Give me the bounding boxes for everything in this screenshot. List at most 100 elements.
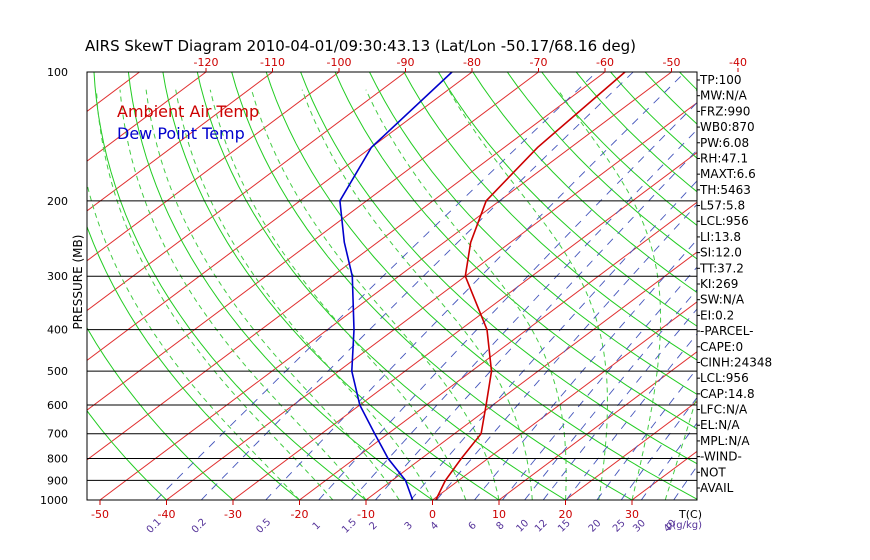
moist-adiabat-line: [365, 89, 567, 500]
moist-adiabat-line: [87, 182, 300, 500]
y-tick-label: 200: [47, 195, 68, 208]
mixing-ratio-line: [318, 102, 697, 500]
index-label: FRZ:990: [700, 104, 750, 118]
index-label: EL:N/A: [700, 418, 740, 432]
mixing-ratio-label: 10: [514, 518, 531, 535]
chart-title: AIRS SkewT Diagram 2010-04-01/09:30:43.1…: [85, 37, 636, 55]
x-tick-label: 0: [429, 508, 436, 521]
index-label: WB0:870: [700, 120, 755, 134]
x-tick-label: -30: [224, 508, 242, 521]
index-label: L57:5.8: [700, 199, 745, 213]
dry-adiabat-line: [852, 72, 870, 500]
isotherm-line: [87, 72, 207, 162]
dry-adiabat-line: [87, 225, 300, 500]
moist-adiabat-line: [557, 89, 662, 500]
legend: Ambient Air Temp Dew Point Temp: [117, 102, 259, 143]
mixing-ratio-line: [524, 288, 697, 500]
dry-adiabat-line: [265, 72, 697, 500]
index-label: LI:13.8: [700, 230, 741, 244]
isotherm-line: [365, 251, 697, 500]
legend-ambient-air-temp: Ambient Air Temp: [117, 102, 259, 121]
mixing-ratio-line: [375, 149, 697, 500]
y-tick-label: 1000: [40, 494, 68, 507]
isotherm-line: [87, 72, 406, 312]
mixing-ratio-line: [265, 72, 686, 500]
mixing-ratio-label: 1: [311, 520, 323, 532]
dry-adiabat-line: [300, 72, 697, 465]
index-label: -WIND-: [700, 450, 742, 464]
dry-adiabat-line: [610, 72, 697, 159]
isotherm-line: [87, 72, 539, 411]
isotherm-line: [232, 151, 697, 500]
isotherm-line: [765, 72, 870, 500]
isotherm-line: [832, 72, 870, 500]
dry-adiabat-line: [403, 72, 697, 361]
dry-adiabat-line: [472, 72, 697, 294]
mixing-ratio-unit: g(g/kg): [666, 520, 702, 531]
isotherm-line: [565, 400, 697, 500]
x-tick-label: 30: [625, 508, 639, 521]
index-label: CAP:14.8: [700, 387, 755, 401]
dry-adiabat-line: [87, 409, 167, 500]
x-tick-label: 10: [492, 508, 506, 521]
mixing-ratio-line: [640, 422, 697, 500]
y-axis-label: PRESSURE (MB): [71, 235, 85, 330]
mixing-ratio-label: 6: [467, 520, 479, 532]
y-tick-label: 600: [47, 399, 68, 412]
index-label: TH:5463: [699, 183, 751, 197]
x-top-tick-label: -110: [260, 56, 285, 69]
x-top-tick-label: -80: [463, 56, 481, 69]
mixing-ratio-line: [350, 129, 697, 500]
x-top-tick-label: -60: [596, 56, 614, 69]
index-label: NOT: [700, 465, 726, 479]
isotherm-line: [87, 72, 606, 461]
isotherm-line: [432, 301, 697, 500]
dry-adiabat-line: [162, 72, 500, 500]
moist-adiabat-line: [95, 89, 334, 500]
y-tick-label: 800: [47, 453, 68, 466]
x-tick-label: -20: [291, 508, 309, 521]
moist-adiabat-line: [209, 89, 467, 500]
dry-adiabat-line: [369, 72, 697, 395]
dry-adiabat-line: [748, 72, 870, 500]
moist-adiabat-line: [145, 89, 400, 500]
x-top-tick-label: -70: [530, 56, 548, 69]
x-top-tick-label: -40: [729, 56, 747, 69]
dry-adiabat-line: [93, 72, 367, 500]
isotherm-line: [87, 72, 273, 212]
isotherm-line: [498, 351, 697, 500]
dry-adiabat-line: [437, 72, 697, 327]
mixing-ratio-line: [620, 396, 697, 500]
dry-adiabat-line: [817, 72, 870, 500]
index-label: TT:37.2: [699, 261, 744, 275]
index-label: LFC:N/A: [700, 403, 748, 417]
index-label: LCL:956: [700, 214, 749, 228]
moist-adiabat-line: [175, 89, 433, 500]
mixing-ratio-label: 0.2: [190, 517, 209, 536]
plot-frame: [86, 71, 698, 501]
index-label: MPL:N/A: [700, 434, 750, 448]
mixing-ratio-label: 4: [429, 520, 441, 532]
x-top-tick-label: -120: [194, 56, 219, 69]
isotherm-line: [299, 201, 697, 500]
dry-adiabat-line: [506, 72, 697, 260]
index-label: AVAIL: [700, 481, 734, 495]
mixing-ratio-line: [200, 72, 634, 500]
y-tick-label: 900: [47, 474, 68, 487]
isotherm-line: [99, 72, 672, 500]
index-label: MW:N/A: [700, 89, 748, 103]
y-tick-label: 300: [47, 270, 68, 283]
mixing-ratio-line: [436, 203, 697, 500]
mixing-ratio-line: [673, 465, 697, 500]
index-label: LCL:956: [700, 371, 749, 385]
dry-adiabat-line: [575, 72, 697, 193]
index-label: -PARCEL-: [700, 324, 754, 338]
isotherm-line: [631, 450, 697, 500]
mixing-ratio-line: [596, 367, 697, 500]
isotherm-line: [0, 72, 7, 500]
x-tick-label: 20: [559, 508, 573, 521]
x-top-tick-label: -90: [397, 56, 415, 69]
dry-adiabat-line: [87, 326, 234, 500]
